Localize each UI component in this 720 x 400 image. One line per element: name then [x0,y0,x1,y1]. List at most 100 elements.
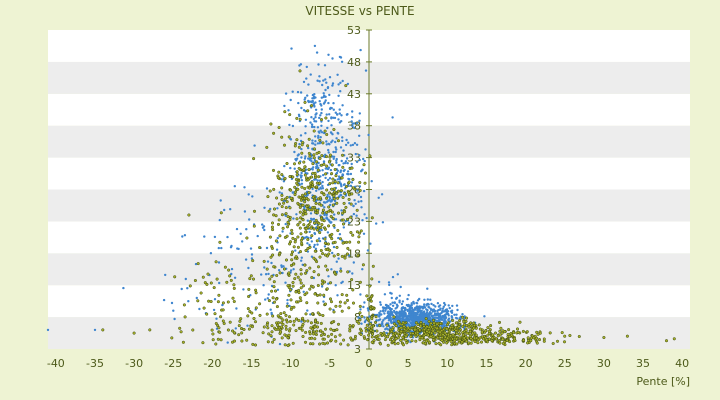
data-point [343,210,347,214]
data-point [283,333,287,337]
data-point [308,208,312,212]
data-point [522,338,526,342]
data-point [469,321,473,325]
data-point [345,293,349,297]
data-point [341,211,345,215]
data-point [435,326,439,330]
data-point [314,247,318,250]
data-point [323,201,326,204]
data-point [455,304,459,307]
data-point [297,161,301,165]
data-point [526,341,530,345]
data-point [563,334,567,338]
data-point [328,248,332,252]
data-point [320,131,324,134]
data-point [310,312,314,316]
data-point [359,195,363,199]
data-point [308,230,311,234]
data-point [322,79,325,82]
data-point [326,242,330,246]
data-point [473,336,477,340]
data-point [285,234,289,238]
data-point [231,296,235,300]
data-point [327,119,330,123]
data-point [305,204,309,208]
data-point [326,86,330,89]
data-point [415,302,419,305]
data-point [515,327,520,331]
data-point [310,160,313,163]
data-point [313,125,316,129]
data-point [305,269,309,273]
data-point [347,180,351,184]
data-point [307,186,312,190]
data-point [432,309,436,312]
data-point [377,196,380,199]
data-point [281,226,285,230]
data-point [221,301,225,305]
data-point [245,236,249,240]
data-point [385,306,388,309]
data-point [337,132,340,135]
data-point [401,335,405,339]
data-point [289,188,293,192]
data-point [290,228,294,232]
data-point [215,317,218,320]
data-point [287,333,291,337]
data-point [316,79,319,82]
data-point [334,146,337,149]
data-point [326,193,329,197]
data-point [577,334,581,339]
data-point [344,84,348,88]
data-point [317,130,320,133]
data-point [339,269,343,273]
data-point [272,285,276,289]
data-point [346,246,350,250]
data-point [290,250,295,254]
data-point [323,129,327,133]
data-point [359,48,362,52]
data-point [272,280,276,284]
data-point [248,218,251,221]
data-point [401,300,405,303]
data-point [218,330,222,334]
data-point [460,340,464,344]
data-point [219,315,223,319]
data-point [548,331,552,335]
data-point [427,319,431,323]
data-point [405,323,409,326]
data-point [432,321,436,325]
data-point [306,94,309,97]
data-point [436,313,439,316]
data-point [343,256,347,260]
data-point [191,328,195,332]
data-point [333,335,337,339]
data-point [410,339,414,343]
data-point [340,153,345,157]
data-point [377,337,381,341]
data-point [339,90,342,93]
data-point [360,200,363,203]
data-point [311,285,315,289]
data-point [334,174,338,178]
data-point [310,125,314,129]
data-point [301,203,305,207]
data-point [330,141,333,144]
data-point [436,309,439,313]
data-point [251,195,254,198]
data-point [370,332,375,336]
data-point [296,187,300,191]
data-point [393,342,397,346]
data-point [283,104,286,108]
data-point [414,339,418,343]
data-point [319,248,323,253]
data-point [328,220,331,223]
data-point [299,281,303,285]
data-point [270,274,274,278]
data-point [430,302,433,306]
data-point [360,314,364,318]
data-point [314,135,317,138]
data-point [288,113,292,117]
data-point [303,186,307,191]
data-point [525,330,529,334]
